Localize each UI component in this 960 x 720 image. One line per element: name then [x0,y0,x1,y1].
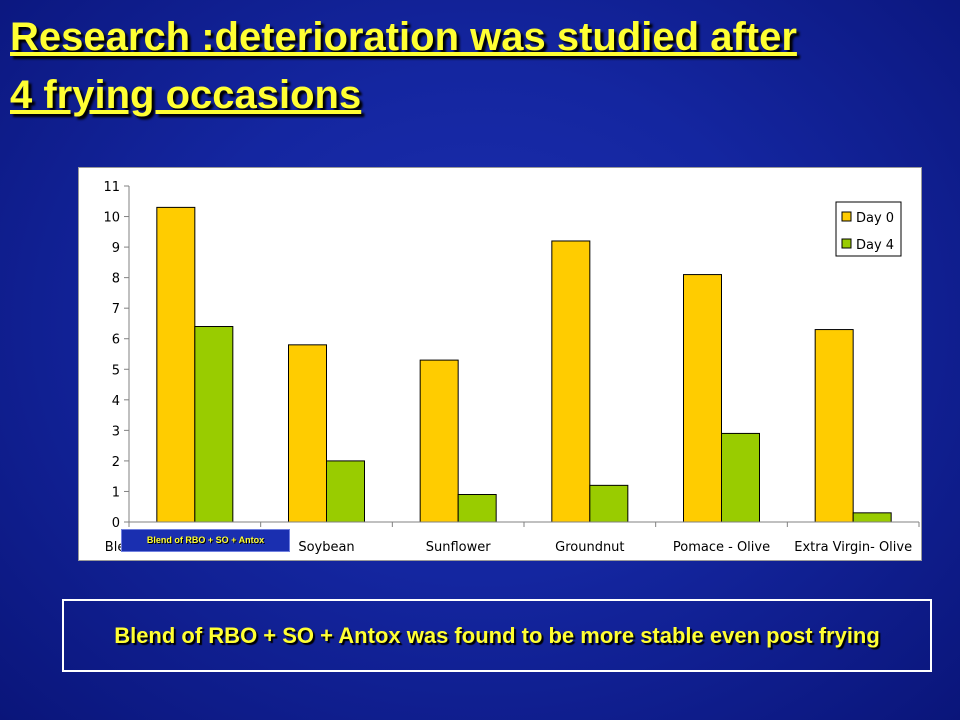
conclusion-text: Blend of RBO + SO + Antox was found to b… [114,623,880,648]
bar-day0 [419,359,459,523]
legend-label: Day 4 [856,238,894,253]
bar-day4 [457,494,497,523]
x-category-label: Extra Virgin- Olive [794,540,912,555]
y-ticks: 0 1 2 3 4 5 6 7 8 9 10 11 [103,180,129,531]
x-category-label: Pomace - Olive [673,540,770,555]
y-tick-label: 4 [112,394,120,409]
legend-swatch [841,238,852,249]
x-category-label: Groundnut [555,540,624,555]
y-tick-label: 10 [103,211,120,226]
bar-day4 [721,432,760,523]
bar-day0 [814,329,854,523]
y-tick-label: 1 [112,485,120,500]
bar-day4 [852,512,892,523]
legend-swatch [841,211,852,222]
y-tick-label: 9 [112,241,120,256]
bars-layer [156,206,892,523]
chart-legend: Day 0 Day 4 [835,201,902,257]
slide-title: Research :deterioration was studied afte… [10,8,955,124]
bar-chart: 0 1 2 3 4 5 6 7 8 9 10 11 Blend of RBO + SO + Antox… [78,167,922,561]
bar-day0 [288,344,327,523]
y-tick-label: 0 [112,516,120,531]
bar-day0 [551,240,591,523]
y-tick-label: 3 [112,424,120,439]
bar-day4 [194,326,234,523]
y-tick-label: 8 [112,272,120,287]
bar-day0 [683,274,722,523]
conclusion-box: Blend of RBO + SO + Antox was found to b… [62,599,932,672]
bar-day4 [326,460,365,523]
x-category-label: Sunflower [426,540,492,555]
bar-day0 [156,206,196,523]
y-tick-label: 11 [103,180,120,195]
y-tick-label: 7 [112,302,120,317]
x-category-label: Soybean [298,540,354,555]
slide-title-line-1: Research :deterioration was studied afte… [10,15,797,59]
legend-label: Day 0 [856,211,894,226]
bar-day4 [589,484,629,523]
y-tick-label: 5 [112,363,120,378]
y-tick-label: 6 [112,333,120,348]
y-tick-label: 2 [112,455,120,470]
chart-canvas: 0 1 2 3 4 5 6 7 8 9 10 11 Blend of RBO + SO + Antox… [103,180,920,555]
slide-title-line-2: 4 frying occasions [10,73,362,117]
blend-label-overlay: Blend of RBO + SO + Antox [121,529,290,552]
